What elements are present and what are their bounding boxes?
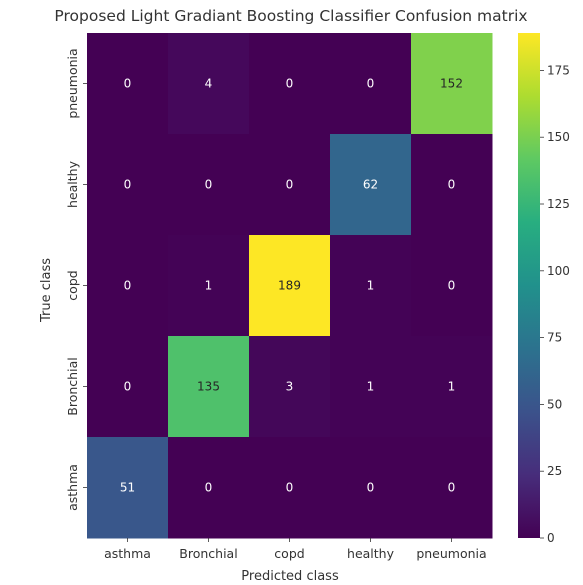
colorbar-tick-label: 25 <box>547 464 562 478</box>
x-axis-ticks: asthma Bronchial copd healthy pneumonia <box>104 538 487 561</box>
heatmap-cell <box>330 134 412 236</box>
cell-value-label: 0 <box>448 279 456 293</box>
heatmap-cell <box>168 437 250 539</box>
x-tick-label: healthy <box>347 546 395 561</box>
cell-value-label: 0 <box>367 77 375 91</box>
y-tick-label: asthma <box>65 464 80 511</box>
y-tick-label: healthy <box>65 160 80 208</box>
colorbar-tick-label: 0 <box>547 531 555 545</box>
chart-title: Proposed Light Gradiant Boosting Classif… <box>54 7 527 25</box>
heatmap-cell <box>249 134 331 236</box>
heatmap-cell <box>168 235 250 337</box>
x-tick-label: Bronchial <box>179 546 237 561</box>
colorbar <box>518 33 540 538</box>
y-tick-label: pneumonia <box>65 48 80 118</box>
x-tick-label: pneumonia <box>416 546 486 561</box>
cell-value-label: 0 <box>286 178 294 192</box>
cell-value-label: 0 <box>448 178 456 192</box>
cell-value-label: 0 <box>367 481 375 495</box>
cell-value-label: 0 <box>205 178 213 192</box>
cell-value-label: 0 <box>124 178 132 192</box>
x-tick-label: asthma <box>104 546 151 561</box>
cell-value-label: 1 <box>448 380 456 394</box>
cell-value-label: 0 <box>124 380 132 394</box>
heatmap-cell <box>87 235 169 337</box>
cell-value-label: 135 <box>197 380 220 394</box>
colorbar-tick-label: 175 <box>547 63 570 77</box>
x-axis-label: Predicted class <box>241 569 339 584</box>
heatmap-cell <box>330 336 412 438</box>
y-axis-ticks: pneumonia healthy copd Bronchial asthma <box>65 48 87 511</box>
cell-value-label: 0 <box>205 481 213 495</box>
heatmap-cell <box>168 134 250 236</box>
heatmap-cells <box>87 33 493 539</box>
heatmap-cell <box>411 134 493 236</box>
cell-value-label: 62 <box>363 178 378 192</box>
cell-value-label: 4 <box>205 77 213 91</box>
colorbar-tick-label: 150 <box>547 130 570 144</box>
heatmap-cell <box>411 336 493 438</box>
cell-value-label: 0 <box>124 279 132 293</box>
cell-value-label: 0 <box>124 77 132 91</box>
cell-value-label: 0 <box>286 77 294 91</box>
heatmap-cell <box>411 33 493 135</box>
heatmap-cell <box>249 33 331 135</box>
heatmap-cell <box>87 134 169 236</box>
cell-value-label: 152 <box>440 77 463 91</box>
heatmap-cell <box>87 33 169 135</box>
heatmap-cell <box>330 437 412 539</box>
cell-value-label: 1 <box>367 279 375 293</box>
cell-value-label: 51 <box>120 481 135 495</box>
x-tick-label: copd <box>274 546 304 561</box>
heatmap-cell <box>168 336 250 438</box>
cell-value-label: 1 <box>205 279 213 293</box>
colorbar-tick-label: 75 <box>547 331 562 345</box>
cell-value-label: 1 <box>367 380 375 394</box>
y-tick-label: copd <box>65 270 80 300</box>
cell-value-label: 189 <box>278 279 301 293</box>
heatmap-cell <box>168 33 250 135</box>
heatmap-cell <box>249 437 331 539</box>
y-axis-label: True class <box>39 258 54 323</box>
heatmap-cell-labels: 0 4 0 0 152 0 0 0 62 0 0 1 189 1 0 0 135 3 1 1 51 0 0 0 0 <box>120 77 463 495</box>
heatmap-cell <box>411 235 493 337</box>
colorbar-tick-label: 100 <box>547 264 570 278</box>
heatmap-cell <box>249 235 331 337</box>
cell-value-label: 0 <box>286 481 294 495</box>
heatmap-cell <box>330 235 412 337</box>
colorbar-tick-label: 50 <box>547 397 562 411</box>
heatmap-cell <box>87 336 169 438</box>
colorbar-tick-label: 125 <box>547 197 570 211</box>
heatmap-cell <box>411 437 493 539</box>
heatmap-cell <box>249 336 331 438</box>
colorbar-ticks: 0 25 50 75 100 125 150 175 <box>540 63 570 545</box>
cell-value-label: 0 <box>448 481 456 495</box>
heatmap-cell <box>330 33 412 135</box>
cell-value-label: 3 <box>286 380 294 394</box>
heatmap-cell <box>87 437 169 539</box>
y-tick-label: Bronchial <box>65 357 80 415</box>
